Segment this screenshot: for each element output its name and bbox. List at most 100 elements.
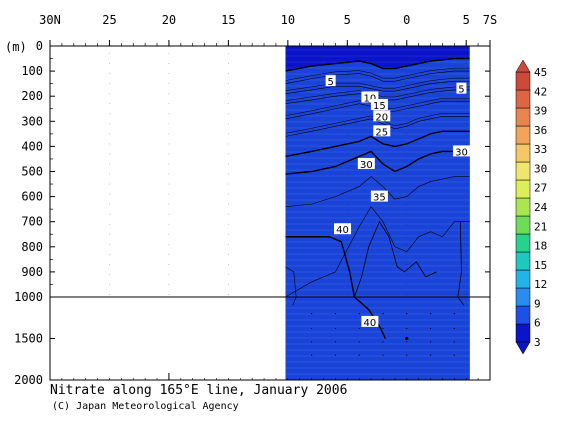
guide-dot [346, 73, 348, 75]
guide-dot [227, 284, 229, 285]
sample-dot [311, 327, 313, 330]
colorbar-label: 30 [534, 162, 547, 175]
depth-unit-label: (m) [5, 40, 27, 54]
sample-dot [382, 327, 384, 330]
guide-dot [346, 263, 348, 265]
guide-dot [168, 203, 170, 205]
sample-dot [382, 341, 384, 343]
guide-dot [227, 153, 229, 155]
contour-label-box [452, 145, 470, 157]
sample-dot [358, 341, 360, 343]
guide-dot [406, 233, 408, 235]
colorbar-label: 6 [534, 317, 541, 330]
guide-dot [346, 53, 348, 54]
contour-line [285, 176, 470, 207]
guide-dot [168, 223, 170, 225]
y-tick-label: 600 [21, 190, 43, 204]
guide-dot [465, 284, 467, 285]
contour-label-box [456, 82, 467, 94]
guide-dot [406, 63, 408, 65]
guide-dot [346, 183, 348, 185]
guide-dot [109, 103, 110, 105]
guide-dot [109, 263, 110, 265]
contour-label-text: 15 [373, 101, 386, 112]
guide-dot [168, 153, 170, 155]
contour-label-box [373, 110, 391, 122]
sample-dot [358, 354, 360, 356]
colorbar: 45 42 39 36 33 30 27 24 21 18 15 12 9 6 3 [515, 59, 548, 355]
x-tick-label: 5 [463, 13, 470, 27]
contour-label: 35 [370, 190, 388, 204]
contour-label: 30 [452, 145, 470, 158]
guide-dot [168, 284, 170, 285]
guide-dot [346, 193, 348, 195]
guide-dot [465, 63, 467, 65]
y-tick-label: 200 [21, 89, 43, 103]
colorbar-label: 39 [534, 105, 547, 118]
sample-dot [358, 313, 360, 315]
guide-dot [168, 263, 170, 265]
colorbar-segment [515, 269, 531, 289]
contour-label-text: 5 [327, 77, 333, 88]
guide-dot [109, 133, 110, 135]
guide-dot [109, 273, 110, 275]
guide-dot [168, 133, 170, 135]
guide-dot [346, 294, 348, 295]
contour-line [285, 100, 470, 120]
contour-line [285, 70, 470, 84]
guide-dot [227, 63, 229, 65]
guide-dot [406, 93, 408, 95]
guide-dot [168, 273, 170, 275]
sample-dot [358, 327, 360, 330]
surface-layer [285, 46, 470, 72]
guide-dot [168, 243, 170, 245]
x-tick-label: 20 [162, 13, 176, 27]
guide-dot [465, 103, 467, 105]
contour-line [285, 115, 470, 137]
sample-dot [406, 313, 408, 315]
contour-line-41 [285, 266, 297, 306]
sample-dot [382, 313, 384, 315]
guide-dot [346, 113, 348, 115]
guide-dot [465, 153, 467, 155]
contour-line [285, 150, 470, 175]
guide-dot [109, 93, 110, 95]
y-tick-label: 700 [21, 215, 43, 229]
guide-dot [465, 213, 467, 215]
colorbar-label: 33 [534, 143, 547, 156]
guide-dot [465, 253, 467, 255]
contour-label-box [361, 315, 379, 327]
sample-dot [453, 341, 455, 343]
guide-dot [346, 163, 348, 165]
sample-dot [406, 327, 408, 330]
contour-label: 25 [373, 125, 391, 138]
sample-dot [311, 341, 313, 343]
sample-dot [453, 313, 455, 315]
contour-line [285, 67, 470, 81]
sample-dot [429, 313, 432, 315]
contour-label: 30 [357, 157, 375, 171]
y-tick-label: 500 [21, 165, 43, 179]
guide-dot [168, 143, 170, 145]
guide-dot [168, 83, 170, 85]
contour-line [285, 89, 470, 105]
colorbar-label: 45 [534, 66, 547, 79]
guide-dot [227, 273, 229, 275]
sample-dot [406, 354, 408, 356]
contour-label: 5 [456, 82, 467, 96]
guide-dot [227, 253, 229, 255]
guide-dot [109, 73, 110, 75]
guide-dot [227, 203, 229, 205]
guide-dot [168, 213, 170, 215]
colorbar-segment [515, 107, 531, 127]
colorbar-label: 3 [534, 336, 541, 349]
contour-lines [285, 57, 470, 356]
y-tick-label: 1500 [14, 332, 43, 346]
contour-line-39 [354, 220, 437, 298]
guide-dot [109, 294, 110, 295]
guide-dot [168, 113, 170, 115]
guide-dot [346, 213, 348, 215]
guide-dot [406, 143, 408, 145]
contour-label-box [334, 223, 352, 235]
guide-dot [109, 253, 110, 255]
